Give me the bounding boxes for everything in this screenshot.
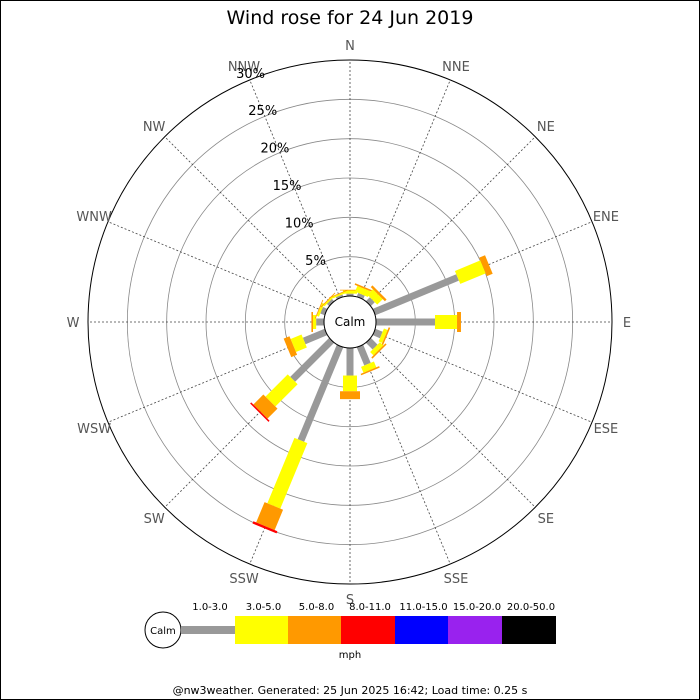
calm-label: Calm (335, 315, 366, 329)
legend-swatch-2 (288, 616, 341, 644)
percent-label-15: 15% (273, 179, 302, 194)
legend-swatch-5 (448, 616, 502, 644)
legend-label-0: 1.0-3.0 (192, 602, 227, 613)
spoke-ese (373, 331, 593, 423)
bar-wsw-bin-1 (290, 334, 307, 352)
bar-sw-bin-1 (265, 374, 298, 407)
bar-ssw-bin-3 (252, 521, 278, 534)
bar-wnw-bin-0 (320, 307, 328, 316)
wind-bars (250, 255, 493, 534)
direction-label-n: N (345, 39, 355, 54)
spoke-sw (164, 340, 332, 508)
spoke-wnw (107, 221, 327, 313)
calm-circle: Calm (323, 295, 377, 349)
legend-label-1: 3.0-5.0 (246, 602, 281, 613)
bar-wsw-bin-2 (283, 336, 298, 358)
legend-swatch-1 (235, 616, 288, 644)
percent-label-30: 30% (236, 67, 265, 82)
direction-label-wnw: WNW (76, 210, 112, 225)
spoke-se (368, 340, 536, 508)
percent-label-5: 5% (305, 254, 326, 269)
bar-wsw-bin-0 (302, 328, 328, 345)
direction-label-s: S (346, 593, 354, 608)
bar-sse-bin-1 (361, 361, 377, 373)
legend-label-2: 5.0-8.0 (299, 602, 334, 613)
direction-spokes (88, 60, 612, 584)
bar-ssw-bin-2 (256, 502, 284, 531)
spoke-sse (359, 345, 451, 565)
direction-label-sw: SW (144, 512, 165, 527)
spoke-nne (359, 79, 451, 299)
bar-ne-bin-0 (365, 297, 375, 307)
direction-label-sse: SSE (444, 572, 469, 587)
percent-label-20: 20% (260, 142, 289, 157)
bar-nw-bin-2 (320, 292, 336, 308)
bar-nne-bin-2 (354, 283, 374, 293)
bar-ssw-bin-1 (267, 437, 308, 509)
chart-title: Wind rose for 24 Jun 2019 (227, 7, 474, 29)
spoke-nw (164, 136, 332, 304)
bar-ese-bin-1 (378, 328, 388, 343)
legend-swatch-3 (341, 616, 395, 644)
bar-ssw-bin-0 (297, 344, 344, 442)
direction-label-w: W (67, 316, 80, 331)
legend-swatch-4 (395, 616, 448, 644)
outer-ring (87, 59, 613, 585)
bar-sw-bin-2 (253, 394, 278, 419)
bar-nne-bin-0 (356, 293, 365, 300)
bar-sw-bin-0 (290, 337, 335, 382)
bar-nw-bin-1 (323, 295, 335, 307)
bar-sw-bin-3 (250, 402, 270, 422)
legend: Calm 1.0-3.0 3.0-5.0 5.0-8.0 8.0-11.0 11.0-15… (144, 602, 556, 649)
direction-label-nne: NNE (442, 60, 470, 75)
percent-label-10: 10% (285, 216, 314, 231)
bar-sse-bin-0 (356, 344, 371, 366)
legend-label-4: 11.0-15.0 (399, 602, 447, 613)
legend-swatch-6 (502, 616, 556, 644)
bar-nne-bin-1 (354, 285, 371, 298)
bar-sse-bin-2 (360, 366, 380, 376)
percent-labels: 5% 10% 15% 20% 25% 30% (236, 67, 326, 269)
direction-label-ene: ENE (593, 210, 619, 225)
bar-ne-bin-2 (370, 285, 387, 302)
direction-label-ssw: SSW (229, 572, 259, 587)
bar-se-bin-2 (371, 343, 387, 359)
bar-ene-bin-2 (479, 255, 493, 277)
direction-label-nnw: NNW (228, 60, 260, 75)
legend-label-3: 8.0-11.0 (349, 602, 391, 613)
direction-label-se: SE (538, 512, 554, 527)
spoke-ne (368, 136, 536, 304)
percent-label-25: 25% (248, 104, 277, 119)
direction-label-ne: NE (537, 120, 555, 135)
legend-calm-label: Calm (150, 626, 176, 637)
bar-ese-bin-2 (381, 327, 391, 347)
bar-ene-bin-1 (454, 260, 486, 284)
legend-swatch-0 (181, 626, 235, 634)
spoke-wsw (107, 331, 327, 423)
bar-ne-bin-1 (367, 289, 383, 305)
bar-nw-bin-0 (326, 298, 335, 307)
direction-labels: N NNE NE ENE E ESE SE SSE S SSW SW WSW W WNW NW NNW (67, 39, 632, 608)
legend-label-5: 15.0-20.0 (453, 602, 501, 613)
direction-label-e: E (623, 316, 631, 331)
bar-nnw-bin-1 (332, 291, 346, 299)
bar-se-bin-1 (370, 342, 384, 356)
legend-label-6: 20.0-50.0 (507, 602, 555, 613)
direction-label-wsw: WSW (77, 422, 111, 437)
footer-text: @nw3weather. Generated: 25 Jun 2025 16:4… (173, 684, 528, 697)
direction-label-nw: NW (143, 120, 166, 135)
bar-wnw-bin-1 (316, 302, 325, 317)
direction-label-ese: ESE (594, 422, 619, 437)
legend-units: mph (339, 650, 361, 661)
bar-ese-bin-0 (372, 328, 383, 339)
spoke-nnw (249, 79, 341, 299)
bar-ene-bin-0 (372, 274, 459, 316)
bar-se-bin-0 (365, 337, 378, 350)
